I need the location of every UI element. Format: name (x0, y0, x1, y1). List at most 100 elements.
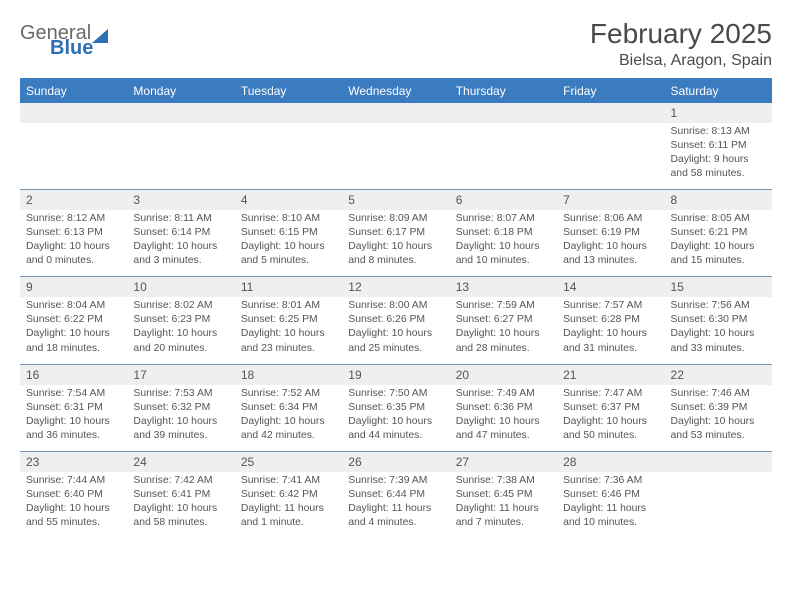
sunset-text: Sunset: 6:26 PM (348, 313, 443, 327)
sunset-text: Sunset: 6:11 PM (671, 139, 766, 153)
day-cell (342, 123, 449, 189)
sunset-text: Sunset: 6:34 PM (241, 401, 336, 415)
sunset-text: Sunset: 6:31 PM (26, 401, 121, 415)
day-cell: Sunrise: 8:05 AMSunset: 6:21 PMDaylight:… (665, 210, 772, 276)
day-number: 10 (127, 277, 234, 297)
dow-thu: Thursday (450, 80, 557, 103)
day-cell: Sunrise: 8:11 AMSunset: 6:14 PMDaylight:… (127, 210, 234, 276)
sunrise-text: Sunrise: 7:52 AM (241, 387, 336, 401)
day-cell: Sunrise: 8:01 AMSunset: 6:25 PMDaylight:… (235, 297, 342, 363)
sunrise-text: Sunrise: 7:46 AM (671, 387, 766, 401)
day-cell: Sunrise: 8:04 AMSunset: 6:22 PMDaylight:… (20, 297, 127, 363)
day-number: 17 (127, 365, 234, 385)
day-body-row: Sunrise: 8:13 AMSunset: 6:11 PMDaylight:… (20, 123, 772, 189)
daylight-text: Daylight: 10 hours and 58 minutes. (133, 502, 228, 530)
sunrise-text: Sunrise: 7:41 AM (241, 474, 336, 488)
day-cell: Sunrise: 8:12 AMSunset: 6:13 PMDaylight:… (20, 210, 127, 276)
week-block: 9101112131415Sunrise: 8:04 AMSunset: 6:2… (20, 277, 772, 364)
day-number: 3 (127, 190, 234, 210)
daylight-text: Daylight: 10 hours and 53 minutes. (671, 415, 766, 443)
day-cell (20, 123, 127, 189)
day-number: 2 (20, 190, 127, 210)
day-number: 21 (557, 365, 664, 385)
day-number (342, 103, 449, 123)
sunset-text: Sunset: 6:18 PM (456, 226, 551, 240)
day-cell: Sunrise: 7:38 AMSunset: 6:45 PMDaylight:… (450, 472, 557, 538)
sunrise-text: Sunrise: 8:09 AM (348, 212, 443, 226)
day-cell: Sunrise: 7:47 AMSunset: 6:37 PMDaylight:… (557, 385, 664, 451)
day-cell: Sunrise: 8:02 AMSunset: 6:23 PMDaylight:… (127, 297, 234, 363)
daylight-text: Daylight: 10 hours and 50 minutes. (563, 415, 658, 443)
sunset-text: Sunset: 6:23 PM (133, 313, 228, 327)
day-number: 16 (20, 365, 127, 385)
daylight-text: Daylight: 10 hours and 8 minutes. (348, 240, 443, 268)
daynum-strip: 232425262728 (20, 452, 772, 472)
sunset-text: Sunset: 6:30 PM (671, 313, 766, 327)
day-cell (557, 123, 664, 189)
day-number: 23 (20, 452, 127, 472)
day-number: 26 (342, 452, 449, 472)
day-number: 18 (235, 365, 342, 385)
day-cell: Sunrise: 7:41 AMSunset: 6:42 PMDaylight:… (235, 472, 342, 538)
title-block: February 2025 Bielsa, Aragon, Spain (590, 18, 772, 70)
sunrise-text: Sunrise: 7:53 AM (133, 387, 228, 401)
day-number: 6 (450, 190, 557, 210)
weeks-container: 1Sunrise: 8:13 AMSunset: 6:11 PMDaylight… (20, 103, 772, 538)
day-number: 5 (342, 190, 449, 210)
calendar-grid: Sunday Monday Tuesday Wednesday Thursday… (20, 78, 772, 538)
daylight-text: Daylight: 10 hours and 55 minutes. (26, 502, 121, 530)
day-number: 22 (665, 365, 772, 385)
day-cell: Sunrise: 7:44 AMSunset: 6:40 PMDaylight:… (20, 472, 127, 538)
sunrise-text: Sunrise: 7:39 AM (348, 474, 443, 488)
day-cell: Sunrise: 7:50 AMSunset: 6:35 PMDaylight:… (342, 385, 449, 451)
sunset-text: Sunset: 6:14 PM (133, 226, 228, 240)
sunset-text: Sunset: 6:22 PM (26, 313, 121, 327)
day-body-row: Sunrise: 8:04 AMSunset: 6:22 PMDaylight:… (20, 297, 772, 363)
day-body-row: Sunrise: 8:12 AMSunset: 6:13 PMDaylight:… (20, 210, 772, 276)
day-body-row: Sunrise: 7:44 AMSunset: 6:40 PMDaylight:… (20, 472, 772, 538)
sunset-text: Sunset: 6:13 PM (26, 226, 121, 240)
day-cell: Sunrise: 8:06 AMSunset: 6:19 PMDaylight:… (557, 210, 664, 276)
day-number: 9 (20, 277, 127, 297)
sunset-text: Sunset: 6:27 PM (456, 313, 551, 327)
day-number: 14 (557, 277, 664, 297)
sunrise-text: Sunrise: 7:44 AM (26, 474, 121, 488)
sunset-text: Sunset: 6:21 PM (671, 226, 766, 240)
sunset-text: Sunset: 6:32 PM (133, 401, 228, 415)
daylight-text: Daylight: 10 hours and 15 minutes. (671, 240, 766, 268)
day-cell: Sunrise: 7:59 AMSunset: 6:27 PMDaylight:… (450, 297, 557, 363)
sunset-text: Sunset: 6:15 PM (241, 226, 336, 240)
day-number: 20 (450, 365, 557, 385)
week-block: 2345678Sunrise: 8:12 AMSunset: 6:13 PMDa… (20, 190, 772, 277)
sunrise-text: Sunrise: 8:11 AM (133, 212, 228, 226)
day-cell (450, 123, 557, 189)
day-number (127, 103, 234, 123)
daylight-text: Daylight: 10 hours and 39 minutes. (133, 415, 228, 443)
sunrise-text: Sunrise: 8:00 AM (348, 299, 443, 313)
daylight-text: Daylight: 11 hours and 7 minutes. (456, 502, 551, 530)
day-number (450, 103, 557, 123)
logo: General Blue (20, 18, 108, 58)
day-number: 8 (665, 190, 772, 210)
day-number: 19 (342, 365, 449, 385)
daylight-text: Daylight: 11 hours and 10 minutes. (563, 502, 658, 530)
daylight-text: Daylight: 10 hours and 47 minutes. (456, 415, 551, 443)
location-label: Bielsa, Aragon, Spain (590, 52, 772, 70)
sunset-text: Sunset: 6:42 PM (241, 488, 336, 502)
daynum-strip: 9101112131415 (20, 277, 772, 297)
day-cell: Sunrise: 7:42 AMSunset: 6:41 PMDaylight:… (127, 472, 234, 538)
day-body-row: Sunrise: 7:54 AMSunset: 6:31 PMDaylight:… (20, 385, 772, 451)
calendar-page: General Blue February 2025 Bielsa, Arago… (0, 0, 792, 548)
daylight-text: Daylight: 10 hours and 3 minutes. (133, 240, 228, 268)
header-row: General Blue February 2025 Bielsa, Arago… (20, 18, 772, 70)
dow-wed: Wednesday (342, 80, 449, 103)
daylight-text: Daylight: 10 hours and 33 minutes. (671, 327, 766, 355)
sunrise-text: Sunrise: 7:49 AM (456, 387, 551, 401)
day-cell: Sunrise: 7:53 AMSunset: 6:32 PMDaylight:… (127, 385, 234, 451)
day-number: 7 (557, 190, 664, 210)
day-number (235, 103, 342, 123)
day-cell: Sunrise: 7:49 AMSunset: 6:36 PMDaylight:… (450, 385, 557, 451)
daylight-text: Daylight: 10 hours and 25 minutes. (348, 327, 443, 355)
day-cell (127, 123, 234, 189)
dow-sun: Sunday (20, 80, 127, 103)
